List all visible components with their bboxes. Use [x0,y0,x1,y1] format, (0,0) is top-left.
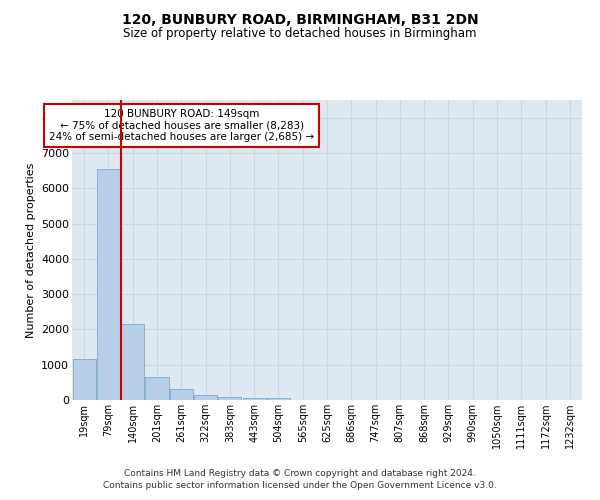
Text: Size of property relative to detached houses in Birmingham: Size of property relative to detached ho… [123,28,477,40]
Bar [194,395,217,400]
Text: 120, BUNBURY ROAD, BIRMINGHAM, B31 2DN: 120, BUNBURY ROAD, BIRMINGHAM, B31 2DN [122,12,478,26]
Bar [242,398,266,400]
Text: 120 BUNBURY ROAD: 149sqm
← 75% of detached houses are smaller (8,283)
24% of sem: 120 BUNBURY ROAD: 149sqm ← 75% of detach… [49,109,314,142]
Bar [73,360,95,400]
Bar [218,397,241,400]
Bar [97,169,120,400]
Y-axis label: Number of detached properties: Number of detached properties [26,162,35,338]
Bar [121,324,144,400]
Text: Contains public sector information licensed under the Open Government Licence v3: Contains public sector information licen… [103,481,497,490]
Bar [170,389,193,400]
Text: Contains HM Land Registry data © Crown copyright and database right 2024.: Contains HM Land Registry data © Crown c… [124,468,476,477]
Bar [145,377,169,400]
Bar [267,398,290,400]
